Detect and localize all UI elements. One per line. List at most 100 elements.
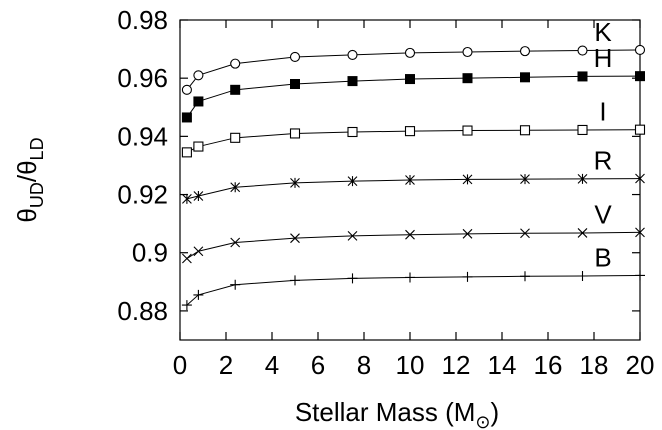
series-line-B <box>186 274 641 306</box>
y-tick-label: 0.96 <box>117 63 168 93</box>
y-tick-label: 0.88 <box>117 296 168 326</box>
series-R <box>182 173 645 204</box>
data-point <box>520 72 530 83</box>
x-tick-label: 0 <box>173 350 187 380</box>
series-line-K <box>186 49 641 91</box>
y-tick-label: 0.98 <box>117 5 168 35</box>
data-point <box>519 125 531 136</box>
x-tick-label: 20 <box>626 350 655 380</box>
data-point <box>405 74 415 85</box>
x-tick-label: 14 <box>488 350 517 380</box>
data-point <box>347 273 358 284</box>
series-label-V: V <box>594 199 612 229</box>
data-point <box>193 96 204 107</box>
data-point <box>462 46 473 58</box>
y-axis-label: θUD/θLD <box>12 137 47 222</box>
data-point <box>182 193 192 204</box>
series-B <box>181 270 645 311</box>
x-tick-label: 18 <box>580 350 609 380</box>
data-point <box>520 228 530 239</box>
data-point <box>404 126 416 137</box>
data-point <box>519 46 531 57</box>
x-axis-label: Stellar Mass (M⊙) <box>295 397 499 430</box>
data-point <box>181 147 192 158</box>
data-point <box>230 279 241 290</box>
data-point <box>230 182 241 193</box>
data-point <box>347 126 358 138</box>
data-point <box>347 49 358 60</box>
data-point <box>405 175 415 185</box>
data-point <box>193 191 204 201</box>
data-point <box>289 51 301 62</box>
data-point <box>577 271 588 281</box>
series-group <box>181 44 646 311</box>
data-point <box>635 270 645 281</box>
data-point <box>290 233 300 244</box>
x-tick-label: 12 <box>442 350 471 380</box>
data-point <box>577 173 588 184</box>
data-point <box>181 84 192 95</box>
data-point <box>182 253 192 264</box>
series-line-H <box>186 75 641 118</box>
x-tick-label: 16 <box>534 350 563 380</box>
data-point <box>520 271 530 282</box>
series-H <box>181 71 645 123</box>
data-point <box>290 275 300 286</box>
data-point <box>347 176 358 187</box>
data-point <box>404 47 416 58</box>
data-point <box>193 70 204 81</box>
x-tick-label: 4 <box>265 350 279 380</box>
data-point <box>405 272 415 283</box>
data-point <box>634 44 646 56</box>
series-label-H: H <box>594 43 613 73</box>
data-point <box>462 73 473 84</box>
data-point <box>635 227 645 238</box>
data-point <box>347 76 358 87</box>
y-tick-label: 0.92 <box>117 180 168 210</box>
data-point <box>462 228 473 239</box>
data-point <box>635 173 645 184</box>
data-point <box>462 125 473 136</box>
data-point <box>635 71 645 82</box>
data-point <box>181 300 192 311</box>
data-point <box>181 112 192 123</box>
data-point <box>520 174 530 185</box>
data-point <box>230 237 241 248</box>
axis-ticks: 0 2 4 6 8 10 12 14 16 18 20 0.88 0.9 0.92 0.94 0.96 0.98 <box>117 5 654 380</box>
data-point <box>290 79 300 89</box>
x-tick-label: 8 <box>357 350 371 380</box>
series-label-K: K <box>594 17 612 47</box>
series-line-R <box>186 178 641 200</box>
data-point <box>230 58 241 69</box>
series-V <box>182 227 645 264</box>
x-tick-label: 6 <box>311 350 325 380</box>
series-label-I: I <box>599 97 606 127</box>
data-point <box>193 289 204 300</box>
data-point <box>462 271 473 282</box>
series-K <box>181 44 646 95</box>
x-tick-label: 10 <box>396 350 425 380</box>
data-point <box>193 141 204 152</box>
data-point <box>577 228 588 238</box>
data-point <box>230 132 241 143</box>
data-point <box>577 45 588 56</box>
data-point <box>462 174 473 185</box>
series-line-I <box>186 129 641 153</box>
y-tick-label: 0.9 <box>132 238 168 268</box>
data-point <box>405 229 415 240</box>
data-point <box>577 124 588 136</box>
series-line-V <box>186 231 641 259</box>
data-point <box>289 128 301 139</box>
data-point <box>290 177 300 188</box>
x-tick-label: 2 <box>219 350 233 380</box>
series-label-R: R <box>594 146 613 176</box>
data-point <box>230 84 241 95</box>
y-tick-label: 0.94 <box>117 121 168 151</box>
series-I <box>181 124 646 158</box>
series-label-B: B <box>594 242 611 272</box>
data-point <box>634 124 646 135</box>
data-point <box>347 230 358 241</box>
data-point <box>193 246 204 257</box>
